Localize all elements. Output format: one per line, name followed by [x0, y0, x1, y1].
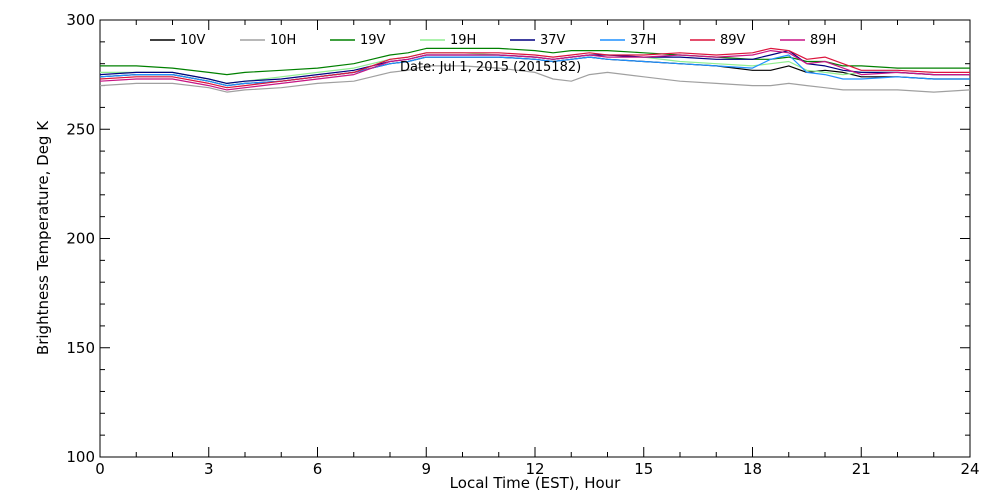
y-tick-label: 300 [66, 11, 95, 29]
x-axis-title: Local Time (EST), Hour [450, 474, 621, 492]
legend-item-89h: 89H [780, 33, 836, 48]
series-line-89v [99, 47, 970, 89]
y-tick-label: 150 [66, 339, 95, 357]
legend-item-19h: 19H [420, 33, 476, 48]
legend-item-10h: 10H [240, 33, 296, 48]
legend-item-89v: 89V [690, 33, 746, 48]
legend-label: 10H [270, 33, 296, 48]
date-annotation: Date: Jul 1, 2015 (2015182) [400, 60, 581, 75]
y-tick-label: 200 [66, 230, 95, 248]
x-tick-label: 24 [960, 460, 979, 478]
series-line-37h [99, 54, 970, 87]
legend-label: 37H [630, 33, 656, 48]
y-tick-label: 100 [66, 448, 95, 466]
axis-ticks [99, 19, 971, 458]
legend-label: 10V [180, 33, 206, 48]
x-tick-label: 21 [852, 460, 871, 478]
x-tick-label: 0 [95, 460, 105, 478]
series-lines [99, 47, 971, 93]
legend-label: 19V [360, 33, 386, 48]
series-line-89h [99, 49, 970, 91]
legend-label: 89H [810, 33, 836, 48]
legend-item-37v: 37V [510, 33, 566, 48]
legend-label: 89V [720, 33, 746, 48]
legend-label: 19H [450, 33, 476, 48]
x-tick-label: 12 [525, 460, 544, 478]
legend-item-37h: 37H [600, 33, 656, 48]
series-line-19v [100, 47, 970, 76]
legend-item-19v: 19V [330, 33, 386, 48]
x-tick-label: 3 [204, 460, 214, 478]
tick-labels: 0 3 6 9 12 15 18 21 24 100 150 200 250 300 [66, 11, 979, 478]
legend-item-10v: 10V [150, 33, 206, 48]
y-tick-label: 250 [66, 120, 95, 138]
x-tick-label: 9 [421, 460, 431, 478]
y-axis-title: Brightness Temperature, Deg K [34, 120, 52, 355]
legend: 10V 10H 19V 19H 37V 37H 89V 89H [150, 33, 836, 48]
legend-label: 37V [540, 33, 566, 48]
series-line-10h [99, 65, 971, 93]
x-tick-label: 18 [743, 460, 762, 478]
x-tick-label: 6 [313, 460, 323, 478]
x-tick-label: 15 [634, 460, 653, 478]
